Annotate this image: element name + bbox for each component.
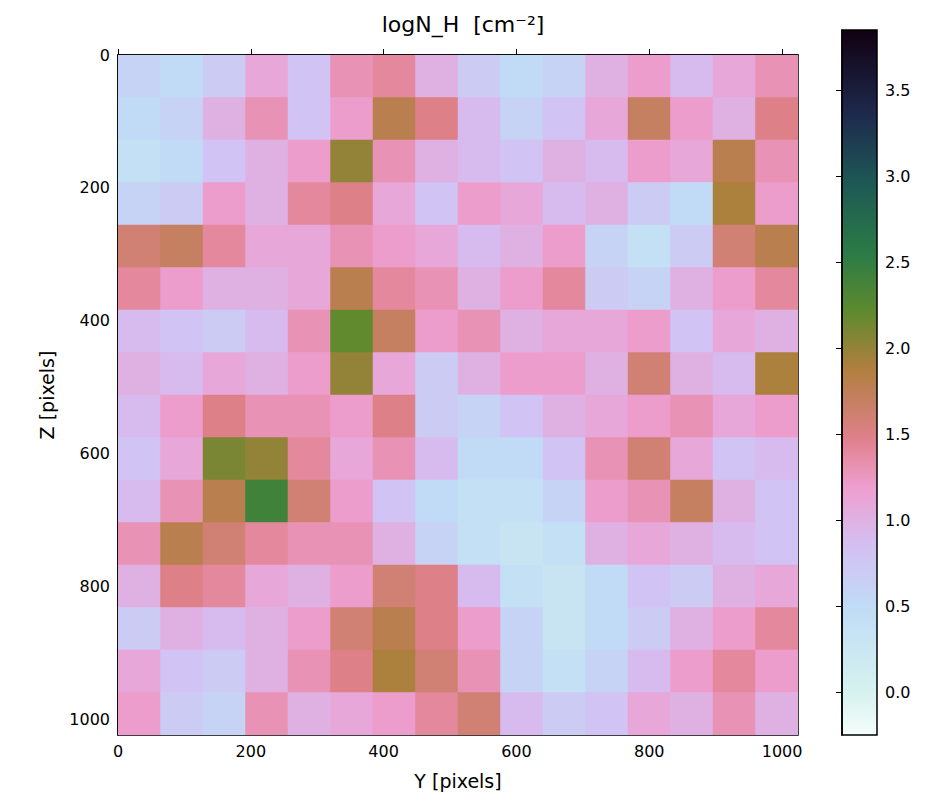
svg-text:0: 0 — [100, 46, 110, 65]
svg-text:2.5: 2.5 — [885, 253, 910, 272]
svg-text:logN_H [cm⁻²]: logN_H [cm⁻²] — [382, 12, 545, 38]
svg-text:200: 200 — [79, 178, 110, 197]
svg-text:1.0: 1.0 — [885, 511, 910, 530]
svg-text:200: 200 — [236, 742, 267, 761]
svg-text:0: 0 — [113, 742, 123, 761]
svg-text:600: 600 — [501, 742, 532, 761]
svg-text:Z [pixels]: Z [pixels] — [36, 351, 58, 440]
svg-text:600: 600 — [79, 444, 110, 463]
svg-text:3.0: 3.0 — [885, 167, 910, 186]
svg-text:3.5: 3.5 — [885, 81, 910, 100]
svg-text:400: 400 — [368, 742, 399, 761]
svg-text:2.0: 2.0 — [885, 339, 910, 358]
svg-text:1000: 1000 — [762, 742, 803, 761]
svg-text:400: 400 — [79, 311, 110, 330]
svg-text:0.0: 0.0 — [885, 683, 910, 702]
svg-text:0.5: 0.5 — [885, 597, 910, 616]
svg-text:800: 800 — [634, 742, 665, 761]
svg-text:1000: 1000 — [69, 710, 110, 729]
svg-text:Y [pixels]: Y [pixels] — [413, 770, 501, 792]
svg-text:1.5: 1.5 — [885, 425, 910, 444]
svg-text:800: 800 — [79, 577, 110, 596]
